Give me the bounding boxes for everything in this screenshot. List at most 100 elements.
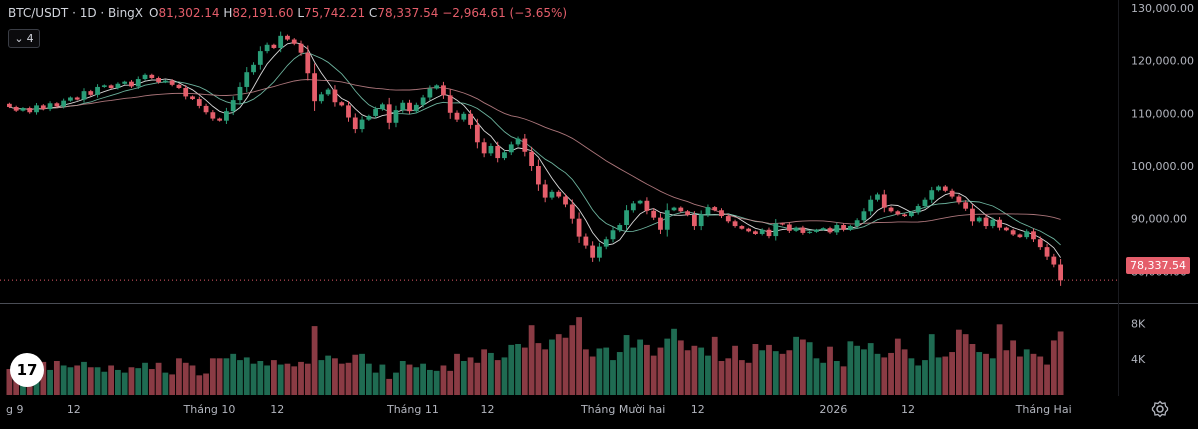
volume-bar [47, 369, 53, 395]
time-tick-label: 12 [481, 403, 495, 416]
volume-bar [983, 353, 989, 395]
candle-body [366, 115, 372, 120]
volume-bar [535, 343, 542, 395]
candle-body [983, 217, 989, 227]
candle-body [875, 194, 880, 200]
candle-body [488, 145, 494, 154]
candle-body [719, 210, 724, 217]
volume-bar [420, 363, 426, 395]
volume-bar [766, 344, 772, 395]
candle-body [196, 99, 202, 106]
candle-body [807, 231, 813, 233]
volume-bar [949, 352, 955, 395]
volume-bar [1003, 350, 1010, 395]
candle-body [230, 100, 236, 112]
price-tick-label: 100,000.00 [1131, 160, 1194, 173]
volume-bar [406, 364, 413, 395]
volume-bar [691, 345, 698, 395]
candle-body [183, 88, 189, 97]
volume-bar [596, 348, 603, 395]
candle-body [318, 94, 324, 102]
candle-body [271, 44, 277, 48]
time-tick-label: g 9 [6, 403, 23, 416]
symbol-title: BTC/USDT · 1D · BingX [8, 6, 144, 20]
candle-body [400, 102, 406, 111]
candle-body [929, 190, 935, 200]
volume-bar [759, 350, 766, 395]
candle-body [970, 208, 975, 222]
candle-body [210, 112, 216, 119]
volume-bar [955, 329, 962, 395]
volume-bar [711, 336, 718, 395]
candle-body [678, 207, 684, 212]
volume-bar [562, 337, 569, 395]
candle-body [922, 199, 928, 207]
volume-bar [454, 353, 460, 395]
volume-bar [433, 370, 440, 395]
volume-bar [677, 340, 684, 395]
volume-bar [664, 338, 671, 395]
candle-body [434, 85, 440, 89]
volume-bar [644, 344, 650, 395]
volume-bar [325, 355, 332, 395]
candle-body [278, 35, 284, 48]
volume-bar [338, 363, 345, 395]
price-tick-label: 130,000.00 [1131, 2, 1194, 15]
volume-bar [813, 358, 820, 395]
time-tick-label: Tháng Mười hai [580, 403, 665, 416]
candle-body [346, 105, 351, 118]
volume-bar [922, 360, 928, 395]
volume-bar [460, 361, 467, 395]
candle-body [420, 97, 426, 105]
volume-bar [250, 363, 257, 395]
volume-bar [108, 365, 115, 395]
volume-bar [1050, 340, 1057, 395]
candle-body [909, 212, 914, 217]
candle-body [427, 88, 433, 98]
volume-bar [582, 349, 589, 395]
volume-bar [806, 342, 813, 395]
volume-bar [942, 356, 949, 395]
volume-bar [148, 369, 155, 395]
candle-body [576, 218, 582, 237]
candle-body [380, 104, 385, 110]
indicators-toggle-button[interactable]: ⌄ 4 [8, 29, 40, 48]
volume-bar [488, 352, 494, 395]
candle-body [617, 225, 623, 231]
volume-bar [67, 367, 74, 395]
volume-bar [182, 362, 189, 395]
candle-body [332, 89, 338, 103]
candle-body [88, 91, 94, 95]
volume-bar [1037, 356, 1044, 395]
tradingview-logo-icon[interactable]: 17 [10, 353, 44, 387]
ma-slow-line [9, 79, 1061, 225]
volume-bar [298, 361, 304, 395]
candle-body [963, 202, 969, 209]
time-tick-label: Tháng 10 [183, 403, 236, 416]
volume-bar [94, 367, 101, 395]
candle-body [68, 97, 73, 101]
candle-body [34, 105, 39, 113]
volume-bar [603, 347, 610, 395]
volume-bar [372, 372, 379, 395]
candle-body [203, 105, 209, 113]
volume-tick-label: 8K [1131, 317, 1146, 330]
candle-body [251, 64, 256, 73]
volume-bar [725, 358, 732, 395]
gear-icon[interactable] [1151, 400, 1169, 418]
candle-body [1024, 231, 1030, 238]
candle-body [129, 81, 134, 87]
volume-bar [169, 374, 176, 395]
candle-body [237, 86, 243, 101]
candle-body [1010, 230, 1016, 235]
candle-body [1044, 247, 1050, 257]
candle-body [135, 79, 141, 87]
candle-body [590, 245, 596, 258]
volume-bar [576, 317, 582, 395]
candle-body [658, 217, 663, 230]
volume-bar [793, 336, 799, 395]
volume-bar [969, 344, 976, 395]
volume-bar [467, 357, 474, 395]
candle-body [461, 113, 467, 120]
